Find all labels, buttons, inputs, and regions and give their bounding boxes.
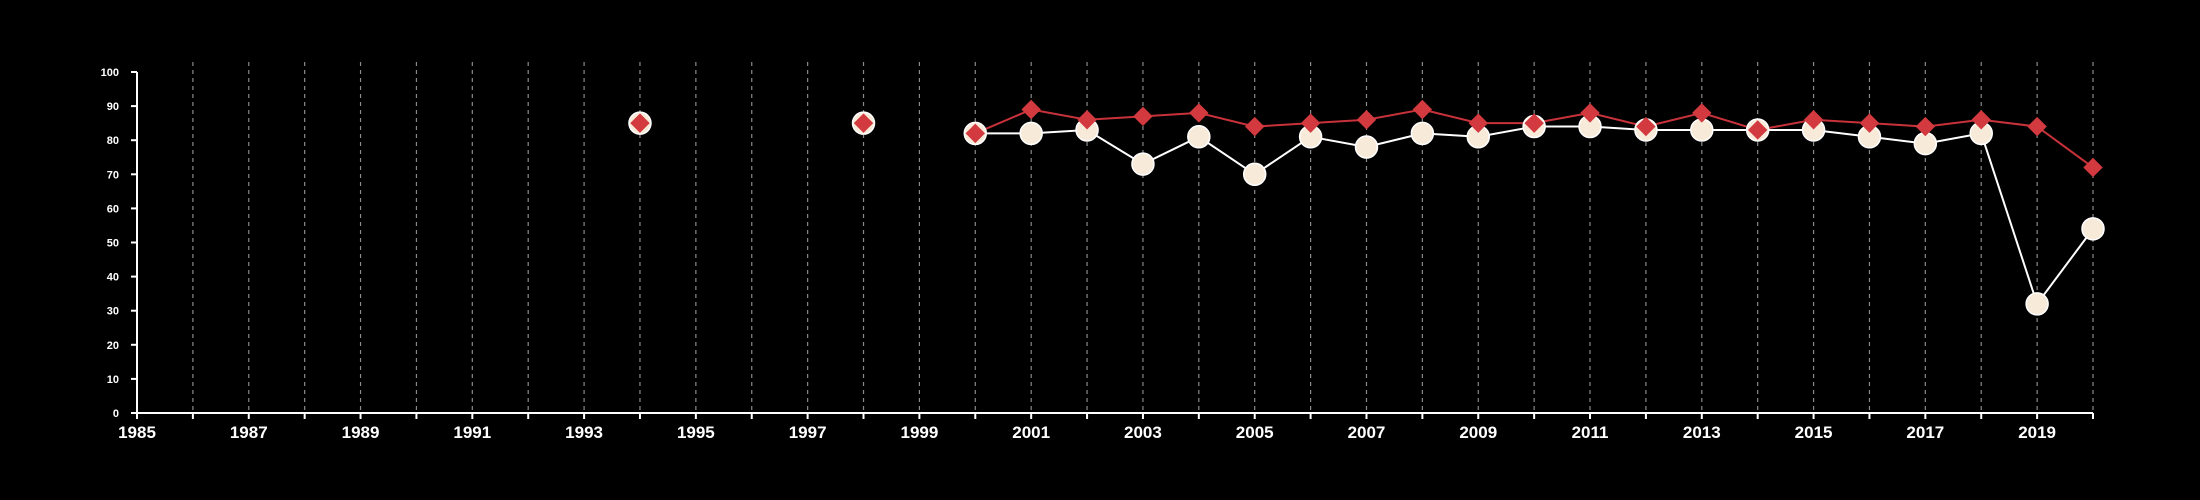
axis-layer: 1985 1987 1989 1991 1993 1995 1997 1999 2001 2003… xyxy=(101,67,2094,442)
x-tick-label: 1987 xyxy=(230,423,268,442)
x-tick-label: 1999 xyxy=(900,423,938,442)
x-tick-label: 2007 xyxy=(1348,423,1386,442)
y-tick-label: 100 xyxy=(101,67,119,79)
data-point-diamond xyxy=(1300,113,1321,133)
y-tick-label: 30 xyxy=(107,306,119,318)
x-tick-label: 2009 xyxy=(1459,423,1497,442)
y-tick-label: 90 xyxy=(107,101,119,113)
data-point-diamond xyxy=(1245,116,1265,137)
data-point-circle xyxy=(1019,121,1043,146)
x-tick-label: 2019 xyxy=(2018,423,2056,442)
data-point-circle xyxy=(1131,152,1155,176)
x-tick-label: 1995 xyxy=(677,423,715,442)
data-point-diamond xyxy=(1077,110,1097,130)
y-tick-label: 10 xyxy=(107,374,119,386)
data-point-diamond xyxy=(853,113,874,133)
y-tick-label: 20 xyxy=(107,340,119,352)
x-tick-label: 2005 xyxy=(1236,423,1274,442)
x-tick-label: 2017 xyxy=(1906,423,1944,442)
data-point-diamond xyxy=(1133,106,1153,127)
data-point-diamond xyxy=(1189,103,1209,123)
x-tick-label: 1989 xyxy=(342,423,380,442)
data-point-diamond xyxy=(1915,116,1936,137)
series-layer xyxy=(628,99,2105,316)
data-point-diamond xyxy=(1747,120,1768,140)
data-point-diamond xyxy=(1692,103,1712,123)
data-point-circle xyxy=(1242,162,1267,187)
y-tick-label: 70 xyxy=(107,169,119,181)
y-tick-label: 0 xyxy=(113,408,119,420)
x-tick-label: 1991 xyxy=(453,423,491,442)
data-point-diamond xyxy=(1524,113,1544,133)
data-point-diamond xyxy=(1412,99,1433,120)
data-point-diamond xyxy=(1859,113,1880,133)
y-tick-label: 60 xyxy=(107,203,119,215)
x-tick-label: 2001 xyxy=(1012,423,1050,442)
data-point-diamond xyxy=(1580,103,1600,123)
data-point-diamond xyxy=(1021,99,1041,120)
x-tick-label: 2011 xyxy=(1572,423,1609,442)
x-tick-label: 2013 xyxy=(1683,423,1721,442)
data-point-circle xyxy=(1354,135,1379,159)
x-tick-label: 1997 xyxy=(789,423,827,442)
data-point-circle xyxy=(2081,217,2105,241)
data-point-diamond xyxy=(630,113,650,133)
x-tick-label: 1993 xyxy=(565,423,603,442)
y-tick-label: 40 xyxy=(107,272,119,284)
data-point-circle xyxy=(1187,125,1211,149)
data-point-diamond xyxy=(1468,113,1488,133)
data-point-diamond xyxy=(1971,110,1991,130)
data-point-circle xyxy=(1410,121,1435,146)
y-tick-label: 50 xyxy=(107,238,119,250)
data-point-diamond xyxy=(965,123,985,144)
y-tick-label: 80 xyxy=(107,135,119,147)
data-point-circle xyxy=(2025,292,2049,316)
x-tick-label: 1985 xyxy=(118,423,156,442)
data-point-diamond xyxy=(1636,116,1656,137)
x-tick-label: 2015 xyxy=(1795,423,1833,442)
data-point-diamond xyxy=(1356,110,1377,130)
data-point-diamond xyxy=(2027,116,2047,137)
data-point-diamond xyxy=(2083,157,2103,178)
x-tick-label: 2003 xyxy=(1124,423,1162,442)
data-point-diamond xyxy=(1803,110,1824,130)
